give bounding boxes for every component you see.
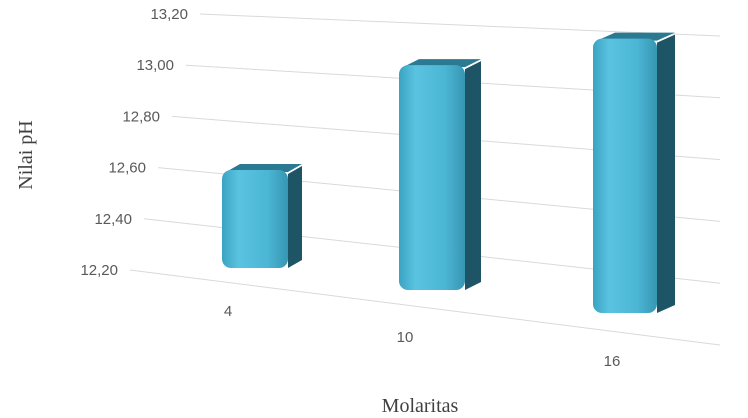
- x-tick-label: 16: [604, 353, 621, 370]
- bar-16: [593, 32, 675, 313]
- y-axis-title: Nilai pH: [15, 120, 37, 189]
- gridline: [129, 269, 721, 346]
- y-tick-label: 12,60: [108, 160, 146, 177]
- bar-front: [399, 65, 465, 290]
- x-tick-label: 10: [397, 329, 414, 346]
- y-tick-label: 13,20: [150, 6, 188, 23]
- x-axis-title: Molaritas: [382, 395, 459, 417]
- bar-side: [657, 34, 675, 313]
- bar-10: [399, 59, 481, 290]
- bar-4: [222, 163, 302, 268]
- bars: [222, 32, 675, 313]
- y-axis-ticks: 12,20 12,40 12,60 12,80 13,00 13,20: [80, 6, 188, 279]
- bar-front: [222, 169, 288, 268]
- y-tick-label: 12,40: [94, 211, 132, 228]
- x-tick-label: 4: [224, 303, 232, 320]
- bar-side: [465, 61, 481, 290]
- x-axis-ticks: 4 10 16: [224, 303, 621, 370]
- y-tick-label: 13,00: [136, 57, 174, 74]
- gridline: [199, 13, 721, 37]
- bar-side: [288, 165, 302, 268]
- y-tick-label: 12,20: [80, 262, 118, 279]
- y-tick-label: 12,80: [122, 108, 160, 125]
- bar-front: [593, 38, 657, 313]
